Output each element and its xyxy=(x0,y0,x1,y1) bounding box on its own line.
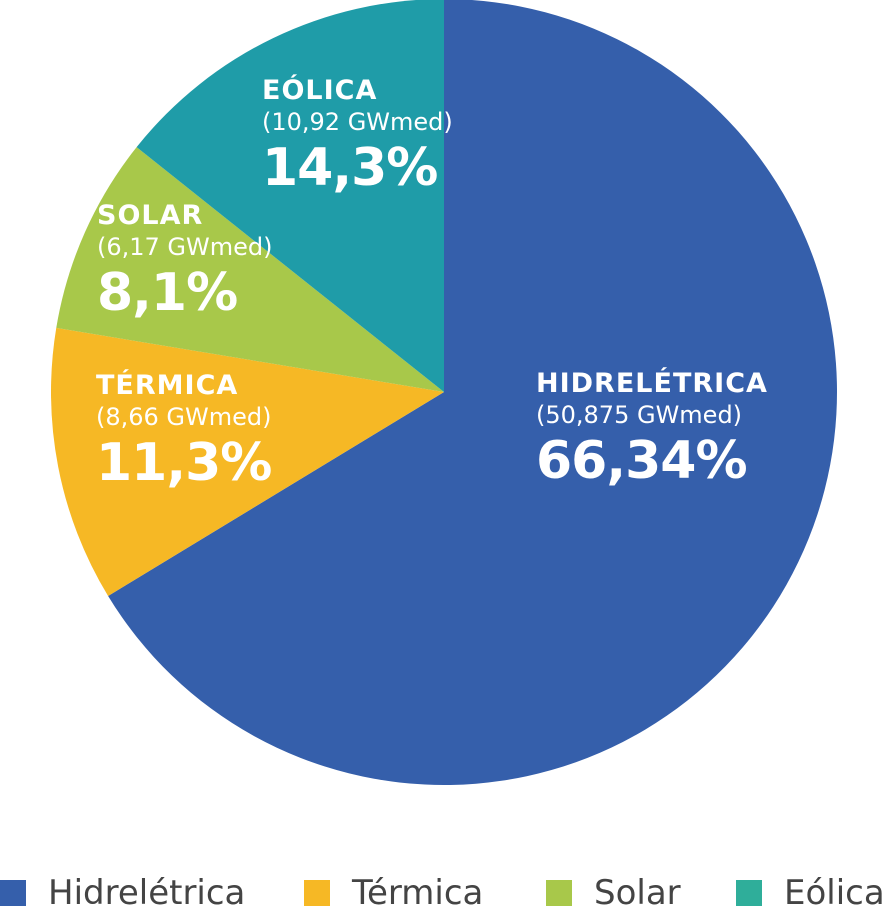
pie-slice-termica xyxy=(50,327,444,597)
legend-label-termica: Térmica xyxy=(352,873,484,913)
legend-swatch-solar xyxy=(546,880,572,906)
legend: Hidrelétrica Térmica Solar Eólica xyxy=(0,868,888,918)
legend-item-eolica: Eólica xyxy=(736,868,885,918)
slice-label-hidreletrica: HIDRELÉTRICA (50,875 GWmed) 66,34% xyxy=(536,367,768,493)
slice-value-eolica: (10,92 GWmed) xyxy=(262,108,453,136)
slice-pct-termica: 11,3% xyxy=(96,433,272,493)
legend-swatch-termica xyxy=(304,880,330,906)
pie-slice-hidreletrica xyxy=(108,0,837,785)
legend-item-termica: Térmica xyxy=(304,868,483,918)
slice-name-eolica: EÓLICA xyxy=(262,75,378,106)
legend-label-solar: Solar xyxy=(594,873,681,913)
legend-item-solar: Solar xyxy=(546,868,681,918)
pie-chart-canvas xyxy=(50,0,837,785)
legend-swatch-hidreletrica xyxy=(0,880,26,906)
slice-pct-hidreletrica: 66,34% xyxy=(536,431,748,491)
slice-label-termica: TÉRMICA (8,66 GWmed) 11,3% xyxy=(96,369,272,495)
pie-slice-eolica xyxy=(136,0,444,392)
slice-name-termica: TÉRMICA xyxy=(96,370,239,401)
legend-label-hidreletrica: Hidrelétrica xyxy=(48,873,246,913)
pie-slice-solar xyxy=(56,147,444,392)
slice-name-hidreletrica: HIDRELÉTRICA xyxy=(536,368,768,399)
legend-item-hidreletrica: Hidrelétrica xyxy=(0,868,245,918)
legend-swatch-eolica xyxy=(736,880,762,906)
slice-label-eolica: EÓLICA (10,92 GWmed) 14,3% xyxy=(262,74,453,200)
slice-pct-solar: 8,1% xyxy=(97,263,238,323)
slice-label-solar: SOLAR (6,17 GWmed) 8,1% xyxy=(97,199,273,325)
slice-name-solar: SOLAR xyxy=(97,200,204,231)
slice-value-termica: (8,66 GWmed) xyxy=(96,403,272,431)
legend-label-eolica: Eólica xyxy=(784,873,885,913)
slice-value-solar: (6,17 GWmed) xyxy=(97,233,273,261)
slice-value-hidreletrica: (50,875 GWmed) xyxy=(536,401,743,429)
slice-pct-eolica: 14,3% xyxy=(262,138,438,198)
